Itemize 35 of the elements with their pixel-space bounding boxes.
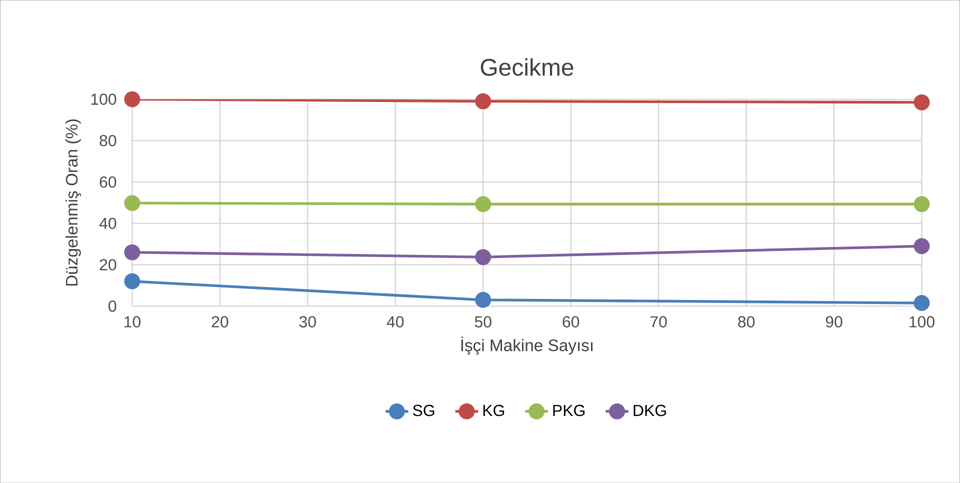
y-axis-title: Düzgelenmiş Oran (%)	[65, 119, 81, 286]
x-tick-label: 40	[386, 316, 404, 328]
point	[475, 93, 492, 110]
x-tick-label: 100	[910, 316, 934, 328]
x-tick-label: 20	[212, 316, 228, 328]
point	[124, 273, 140, 290]
y-tick-label: 20	[100, 258, 116, 270]
point	[475, 292, 492, 308]
x-tick-label: 70	[650, 316, 667, 328]
point	[124, 91, 140, 108]
point	[124, 244, 140, 260]
x-tick-label: 80	[738, 316, 755, 328]
x-tick-label: 30	[299, 316, 316, 328]
chart-title: Gecikme	[480, 58, 574, 76]
x-tick-label: 10	[124, 316, 140, 328]
legend-label: PKG	[553, 404, 585, 416]
legend-label: DKG	[634, 404, 666, 416]
legend-label: SG	[412, 404, 434, 416]
point	[914, 94, 930, 110]
point	[914, 294, 930, 311]
y-tick-label: 100	[91, 93, 116, 105]
y-tick-label: 80	[100, 134, 116, 146]
y-tick-label: 40	[99, 218, 116, 229]
point	[914, 196, 930, 212]
x-axis-title: İşçi Makine Sayısı	[461, 336, 592, 354]
x-tick-label: 50	[474, 316, 492, 328]
point	[914, 238, 930, 254]
y-tick-label: 60	[100, 176, 116, 188]
point	[475, 248, 492, 265]
x-tick-label: 90	[826, 316, 842, 328]
legend-label: KG	[483, 404, 504, 416]
point	[124, 194, 140, 211]
x-tick-label: 60	[562, 316, 580, 328]
point	[475, 196, 492, 212]
y-tick-label: 0	[108, 300, 116, 312]
